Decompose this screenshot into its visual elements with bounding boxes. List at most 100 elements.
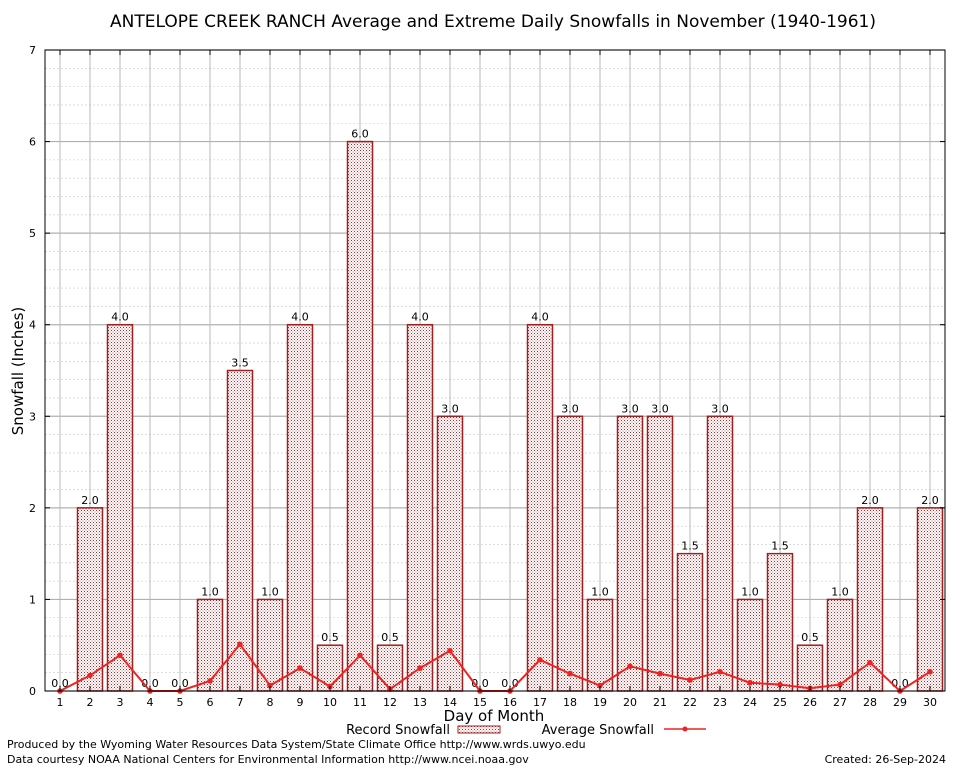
average-point	[567, 670, 573, 677]
average-point	[597, 682, 603, 689]
y-tick-label: 5	[29, 227, 36, 240]
bar-data-label: 3.0	[651, 402, 669, 415]
chart-title: ANTELOPE CREEK RANCH Average and Extreme…	[110, 12, 876, 32]
x-axis-ticks: 1 2 3 4 5 6 7 8 9 10 11 12 13 14 15 16 17 18 19 20 21 22 23 24 2…	[57, 50, 937, 709]
average-point	[537, 657, 543, 663]
bar	[76, 507, 104, 692]
legend: Record Snowfall Average Snowfall	[346, 723, 706, 738]
y-axis-label: Snowfall (Inches)	[9, 307, 27, 435]
footer-data-courtesy: Data courtesy NOAA National Centers for …	[7, 753, 529, 766]
y-tick-label: 6	[29, 136, 36, 149]
bar-data-label: 1.5	[771, 540, 789, 553]
y-axis-ticks: 0 1 2 3 4 5 6 7	[29, 44, 945, 698]
y-tick-label: 1	[29, 593, 36, 606]
bar	[556, 415, 584, 692]
x-tick-label: 15	[473, 696, 487, 709]
x-tick-label: 4	[147, 696, 154, 709]
x-tick-label: 29	[893, 696, 907, 709]
x-tick-label: 17	[533, 696, 547, 709]
y-tick-label: 7	[29, 44, 36, 57]
legend-record-label: Record Snowfall	[346, 723, 450, 738]
average-point	[657, 670, 663, 677]
bar-data-label: 2.0	[921, 494, 939, 507]
bar	[586, 598, 614, 692]
plot-frame	[44, 49, 946, 692]
average-point	[687, 677, 693, 683]
bar-data-label: 2.0	[81, 494, 99, 507]
y-tick-label: 0	[29, 685, 36, 698]
x-tick-label: 6	[207, 696, 214, 709]
footer-produced-by: Produced by the Wyoming Water Resources …	[7, 738, 586, 751]
x-tick-label: 7	[237, 696, 244, 709]
bar	[226, 369, 254, 692]
bar-data-label: 3.0	[621, 402, 639, 415]
bar	[706, 415, 734, 692]
bar	[766, 552, 794, 692]
bar-data-label: 4.0	[411, 311, 429, 324]
bar-data-label: 6.0	[351, 128, 369, 141]
average-point	[627, 663, 633, 670]
x-tick-label: 22	[683, 696, 697, 709]
x-tick-label: 11	[353, 696, 367, 709]
bar-data-label: 4.0	[111, 311, 129, 324]
x-tick-label: 2	[87, 696, 94, 709]
bar	[736, 598, 764, 692]
bar	[796, 644, 824, 692]
average-point	[207, 678, 213, 684]
average-point	[927, 668, 933, 675]
x-tick-label: 24	[743, 696, 757, 709]
x-tick-label: 5	[177, 696, 184, 709]
average-point	[837, 681, 843, 688]
bar-data-label: 1.0	[741, 585, 759, 598]
x-tick-label: 16	[503, 696, 517, 709]
bar	[646, 415, 674, 692]
bar-data-label: 1.0	[201, 585, 219, 598]
x-axis-label: Day of Month	[444, 707, 545, 725]
bar	[436, 415, 464, 692]
bar	[406, 323, 434, 692]
bar-data-label: 1.0	[831, 585, 849, 598]
average-point	[447, 647, 453, 654]
average-point	[237, 641, 243, 648]
x-tick-label: 9	[297, 696, 304, 709]
x-tick-label: 3	[117, 696, 124, 709]
average-point	[357, 652, 363, 659]
legend-average-marker	[682, 726, 688, 732]
average-point	[417, 665, 423, 671]
bar-data-label: 0.0	[171, 677, 189, 690]
average-point	[87, 672, 93, 679]
y-tick-label: 3	[29, 410, 36, 423]
bar-data-label: 1.0	[261, 585, 279, 598]
footer-created: Created: 26-Sep-2024	[825, 753, 946, 766]
bar-data-label: 3.0	[441, 402, 459, 415]
bar	[106, 323, 134, 692]
average-point	[777, 681, 783, 688]
x-tick-label: 1	[57, 696, 64, 709]
bar-data-label: 1.5	[681, 540, 699, 553]
bar-data-label: 3.0	[711, 402, 729, 415]
bar-data-label: 4.0	[531, 311, 549, 324]
average-point	[867, 659, 873, 666]
bar-data-label: 0.5	[321, 631, 339, 644]
x-tick-label: 28	[863, 696, 877, 709]
bar	[916, 507, 944, 692]
record-snowfall-bars	[76, 140, 944, 692]
record-snowfall-labels: 0.02.04.00.0 0.01.03.51.04.00.56.00.54.03…	[51, 128, 939, 690]
bar	[256, 598, 284, 692]
legend-average-label: Average Snowfall	[542, 723, 654, 738]
x-tick-label: 30	[923, 696, 937, 709]
bar	[346, 140, 374, 692]
grid	[45, 49, 945, 692]
bar	[526, 323, 554, 692]
bar-data-label: 1.0	[591, 585, 609, 598]
x-tick-label: 18	[563, 696, 577, 709]
bar	[286, 323, 314, 692]
y-tick-label: 4	[29, 319, 36, 332]
average-point	[717, 668, 723, 675]
legend-record-swatch	[457, 725, 501, 734]
bar-data-label: 2.0	[861, 494, 879, 507]
bar	[616, 415, 644, 692]
bar-data-label: 0.0	[51, 677, 69, 690]
x-tick-label: 19	[593, 696, 607, 709]
